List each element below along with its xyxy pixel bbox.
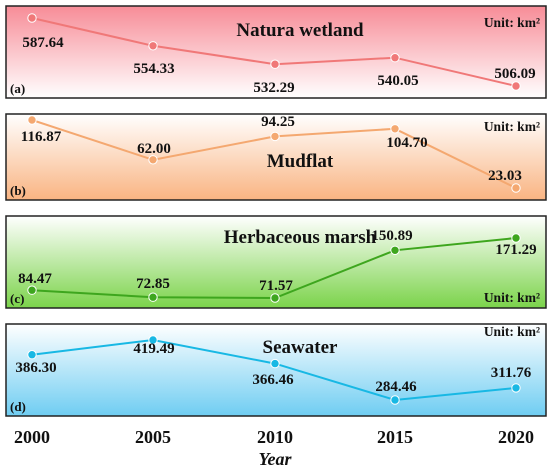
- data-point: [270, 293, 280, 303]
- data-label: 311.76: [491, 365, 532, 381]
- panel-title: Seawater: [263, 337, 338, 358]
- data-label: 72.85: [136, 276, 170, 292]
- panel-title: Mudflat: [267, 151, 334, 172]
- data-label: 71.57: [259, 278, 293, 294]
- data-label: 84.47: [18, 271, 52, 287]
- panel-letter: (b): [10, 183, 26, 198]
- data-point: [390, 245, 400, 256]
- data-label: 62.00: [137, 141, 171, 157]
- panel-title: Herbaceous marsh: [224, 227, 377, 248]
- data-label: 506.09: [494, 66, 535, 82]
- data-label: 587.64: [22, 35, 64, 51]
- data-point: [390, 395, 400, 405]
- data-label: 171.29: [495, 242, 536, 258]
- panel-b: 116.87 62.00 94.25 104.70 23.03 Mudflat Unit: …: [5, 113, 547, 201]
- data-point: [148, 335, 158, 345]
- panel-background: [5, 323, 547, 417]
- x-tick-label: 2005: [135, 427, 171, 447]
- data-point: [148, 41, 158, 51]
- unit-label: Unit: km²: [484, 15, 540, 30]
- panel-background: [5, 113, 547, 201]
- data-point: [27, 13, 37, 23]
- data-point: [270, 59, 280, 69]
- x-tick-label: 2000: [14, 427, 50, 447]
- data-point: [270, 131, 280, 142]
- data-point: [270, 358, 280, 369]
- panel-letter: (a): [10, 81, 25, 96]
- data-point: [511, 233, 521, 243]
- data-label: 540.05: [377, 73, 418, 89]
- data-label: 150.89: [371, 228, 412, 244]
- data-label: 366.46: [252, 372, 294, 388]
- panel-a: 587.64 554.33 532.29 540.05 506.09 Natura wet…: [5, 5, 547, 99]
- data-point: [27, 285, 37, 295]
- data-label: 532.29: [253, 80, 294, 96]
- data-point: [27, 115, 37, 125]
- data-point: [511, 183, 521, 193]
- data-point: [390, 53, 400, 63]
- x-axis-label: Year: [259, 449, 293, 469]
- data-label: 23.03: [488, 168, 522, 184]
- data-label: 554.33: [133, 61, 174, 77]
- panel-letter: (c): [10, 291, 24, 306]
- panel-c: 84.47 72.85 71.57 150.89 171.29 Herbaceous ma…: [5, 215, 547, 309]
- data-point: [148, 155, 158, 165]
- data-point: [390, 124, 400, 134]
- panel-title: Natura wetland: [236, 20, 364, 41]
- panel-background: [5, 215, 547, 309]
- x-tick-label: 2015: [377, 427, 413, 447]
- data-label: 386.30: [15, 360, 56, 376]
- unit-label: Unit: km²: [484, 119, 540, 134]
- data-point: [27, 350, 37, 360]
- data-label: 116.87: [21, 129, 62, 145]
- panel-d: 386.30 419.49 366.46 284.46 311.76 Seawater Un…: [5, 323, 547, 417]
- unit-label: Unit: km²: [484, 290, 540, 305]
- data-point: [511, 383, 521, 393]
- x-tick-label: 2020: [498, 427, 534, 447]
- data-point: [148, 292, 158, 302]
- data-label: 284.46: [375, 379, 417, 395]
- data-label: 94.25: [261, 114, 295, 130]
- x-tick-label: 2010: [257, 427, 293, 447]
- data-label: 419.49: [133, 341, 174, 357]
- data-point: [511, 81, 521, 91]
- data-label: 104.70: [386, 135, 427, 151]
- panel-background: [5, 5, 547, 99]
- unit-label: Unit: km²: [484, 324, 540, 339]
- panel-letter: (d): [10, 399, 26, 414]
